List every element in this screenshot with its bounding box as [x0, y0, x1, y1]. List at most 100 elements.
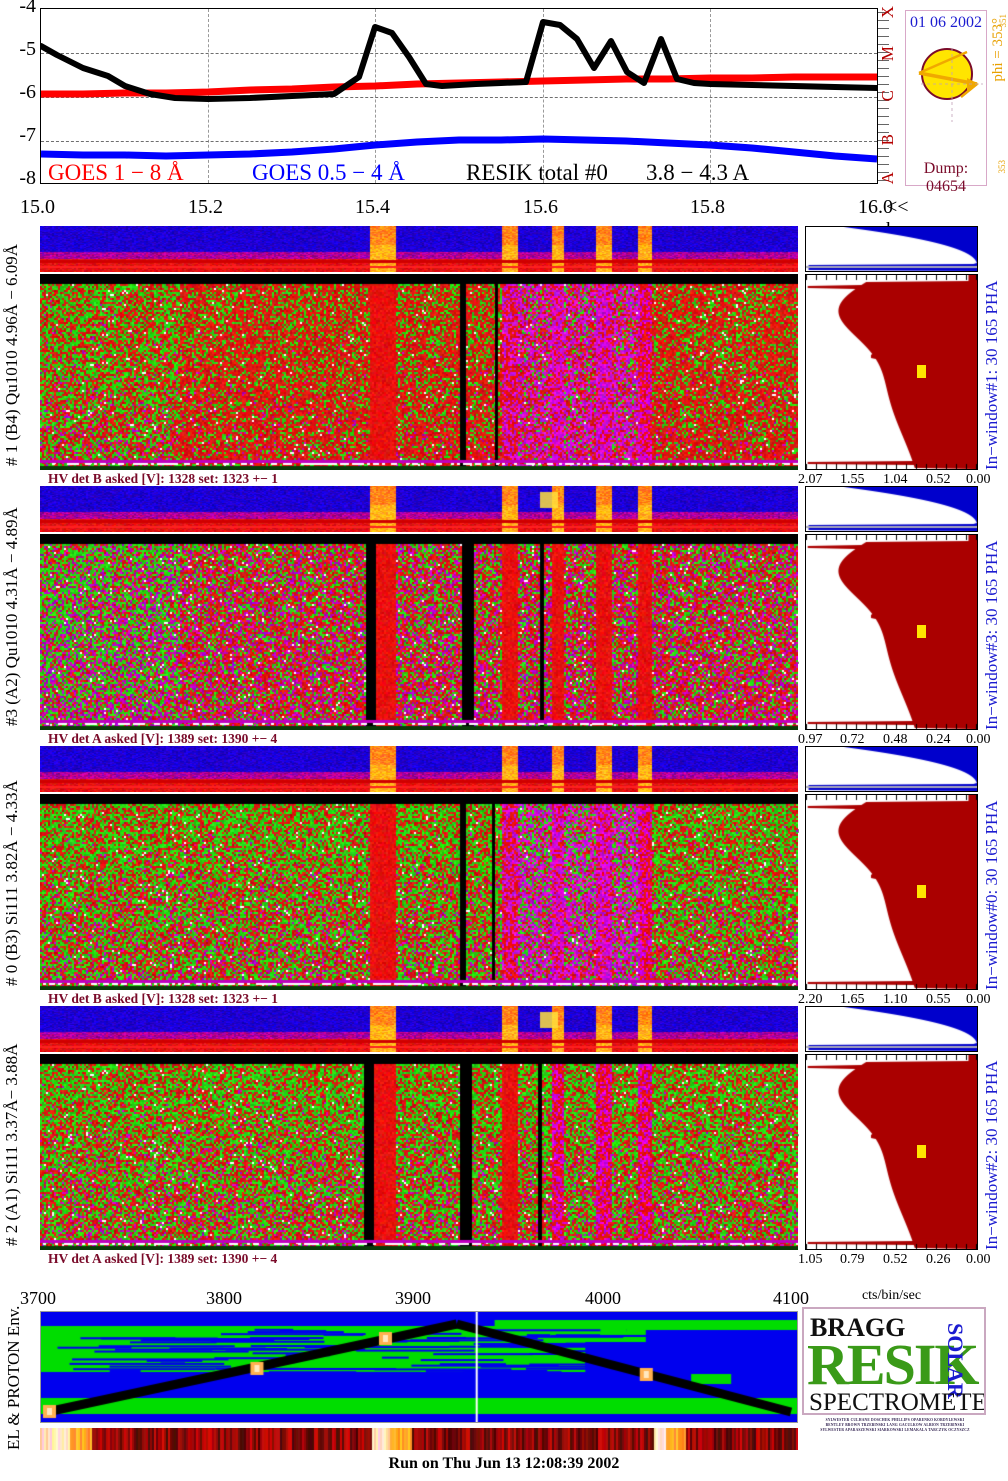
goes-xtick: 15.0 — [20, 196, 55, 218]
pha-window-label-1: In−window#3: 30 165 PHA — [982, 540, 1001, 730]
bottom-xtick: 3900 — [395, 1288, 431, 1308]
logo-credits: SYLWESTER CULHANE DOSCHEK PHILLIPS OPARE… — [806, 1418, 984, 1434]
credits-line: SYLWESTER APARASZEWSKI SIARKOWSKI LEMAKA… — [820, 1428, 970, 1433]
pha-axis-ticks-3: 1.05 0.79 0.52 0.26 0.00 — [798, 1252, 991, 1270]
panel-left-label-1: #3 (A2) Qu1010 4.31Å − 4.89Å — [2, 507, 21, 726]
pha-red-histogram-2[interactable] — [805, 794, 978, 990]
pha-tick: 0.26 — [926, 1252, 951, 1267]
panel-spectrogram-1[interactable] — [40, 534, 798, 730]
pha-tick: 1.55 — [840, 472, 865, 487]
pha-tick: 1.04 — [883, 472, 908, 487]
hv-detector-status-2: HV det B asked [V]: 1328 set: 1323 +− 1 — [48, 991, 279, 1006]
flare-pointer-icon — [918, 48, 983, 122]
goes-class-axis: X M C B A — [876, 6, 898, 186]
pha-tick: 0.00 — [966, 1252, 991, 1267]
dump-number: Dump: 04654 — [923, 160, 969, 195]
pha-window-marker-1 — [917, 625, 926, 639]
env-color-strip — [40, 1428, 798, 1450]
panel-left-label-2: # 0 (B3) Si111 3.82Å − 4.33Å — [2, 780, 21, 986]
goes-flux-chart[interactable] — [40, 8, 878, 184]
bottom-xtick: 4100 — [773, 1288, 809, 1308]
goes-xtick: 16.0 — [858, 196, 893, 218]
pha-blue-histogram-3[interactable] — [805, 1006, 978, 1052]
goes-y-axis: -4 -5 -6 -7 -8 — [2, 0, 38, 188]
logo-solar: SOLAR — [943, 1323, 968, 1399]
pha-window-label-0: In−window#1: 30 165 PHA — [982, 280, 1001, 470]
panel-spectrogram-0[interactable] — [40, 274, 798, 470]
logo-spectrometer: SPECTROMETER — [809, 1389, 986, 1415]
panel-spectrogram-3[interactable] — [40, 1054, 798, 1250]
goes-x-axis: 15.0 15.2 15.4 15.6 15.8 16.0 << hour UT — [20, 196, 923, 264]
legend-resik-total: RESIK total #0 — [466, 160, 608, 185]
cts-axis-label: cts/bin/sec — [861, 1288, 922, 1303]
pha-window-marker-3 — [917, 1145, 926, 1159]
pha-tick: 0.72 — [840, 732, 865, 747]
pha-tick: 0.48 — [883, 732, 908, 747]
bottom-xtick: 3800 — [206, 1288, 242, 1308]
logo-resik: RESIK — [807, 1332, 980, 1397]
credits-line: SYLWESTER CULHANE DOSCHEK PHILLIPS OPARE… — [825, 1418, 965, 1422]
class-letter-a: A — [878, 172, 897, 185]
hv-detector-status-3: HV det A asked [V]: 1389 set: 1390 +− 4 — [48, 1251, 278, 1266]
goes-xtick: 15.6 — [523, 196, 558, 218]
pha-tick: 1.05 — [798, 1252, 823, 1267]
observation-date: 01 06 2002 — [910, 14, 982, 31]
pha-tick: 0.52 — [883, 1252, 908, 1267]
resik-logo: BRAGG RESIK SOLAR SPECTROMETER — [802, 1307, 986, 1415]
class-letter-c: C — [878, 90, 897, 102]
pha-tick: 0.00 — [966, 472, 991, 487]
panel-summary-strip-0[interactable] — [40, 226, 798, 272]
pha-tick: 0.55 — [926, 992, 951, 1007]
class-letter-b: B — [878, 134, 897, 146]
pha-window-label-2: In−window#0: 30 165 PHA — [982, 800, 1001, 990]
pha-blue-histogram-1[interactable] — [805, 486, 978, 532]
goes-xtick: 15.4 — [355, 196, 390, 218]
goes-ytick: -6 — [19, 81, 36, 103]
class-letter-x: X — [878, 6, 897, 19]
pha-tick: 0.00 — [966, 992, 991, 1007]
pha-red-histogram-1[interactable] — [805, 534, 978, 730]
class-letter-m: M — [878, 46, 897, 62]
pha-axis-ticks-0: 2.07 1.55 1.04 0.52 0.00 — [798, 472, 991, 490]
pha-red-histogram-0[interactable] — [805, 274, 978, 470]
goes-ytick: -5 — [19, 38, 36, 60]
pha-tick: 0.00 — [966, 732, 991, 747]
pha-window-label-3: In−window#2: 30 165 PHA — [982, 1060, 1001, 1250]
pha-tick: 0.24 — [926, 732, 951, 747]
panel-summary-strip-3[interactable] — [40, 1006, 798, 1052]
goes-class-ticks — [878, 8, 894, 184]
pha-axis-ticks-2: 2.20 1.65 1.10 0.55 0.00 — [798, 992, 991, 1010]
goes-ytick: -8 — [19, 167, 36, 189]
bottom-xtick: 3700 — [20, 1288, 56, 1308]
pha-blue-histogram-2[interactable] — [805, 746, 978, 792]
phi-angle-label: phi = 353° — [990, 18, 1006, 82]
goes-ytick: -7 — [19, 124, 36, 146]
pha-tick: 1.65 — [840, 992, 865, 1007]
goes-ytick: -4 — [19, 0, 36, 17]
pha-axis-ticks-1: 0.97 0.72 0.48 0.24 0.00 — [798, 732, 991, 750]
electron-proton-env-panel[interactable] — [40, 1311, 798, 1423]
credits-line: BENTLEY BROWN TRZEBINSKI LANG GACULKOW A… — [825, 1423, 965, 1428]
hv-detector-status-0: HV det B asked [V]: 1328 set: 1323 +− 1 — [48, 471, 279, 486]
pha-red-histogram-3[interactable] — [805, 1054, 978, 1250]
pha-tick: 0.52 — [926, 472, 951, 487]
goes-plot-lines — [41, 19, 877, 163]
legend-goes-short: GOES 0.5 − 4 Å — [252, 160, 405, 185]
pha-window-marker-0 — [917, 365, 926, 379]
legend-goes-long: GOES 1 − 8 Å — [48, 160, 184, 185]
goes-xtick: 15.2 — [188, 196, 223, 218]
phi-top-tick: 351 — [998, 14, 1008, 28]
run-timestamp: Run on Thu Jun 13 12:08:39 2002 — [388, 1455, 620, 1472]
panel-summary-strip-1[interactable] — [40, 486, 798, 532]
pha-blue-histogram-0[interactable] — [805, 226, 978, 272]
env-panel-label: EL & PROTON Env. — [4, 1305, 23, 1450]
pha-tick: 2.20 — [798, 992, 823, 1007]
goes-xtick: 15.8 — [690, 196, 725, 218]
bottom-xtick: 4000 — [585, 1288, 621, 1308]
panel-summary-strip-2[interactable] — [40, 746, 798, 792]
pha-tick: 1.10 — [883, 992, 908, 1007]
panel-spectrogram-2[interactable] — [40, 794, 798, 990]
legend-wavelength-range: 3.8 − 4.3 A — [646, 160, 750, 185]
bottom-x-axis: 3700 3800 3900 4000 4100 — [20, 1288, 900, 1312]
hv-detector-status-1: HV det A asked [V]: 1389 set: 1390 +− 4 — [48, 731, 278, 746]
